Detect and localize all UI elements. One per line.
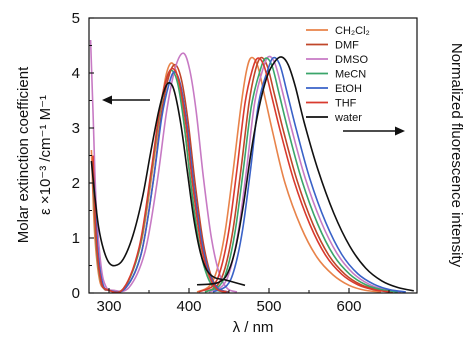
absorption-line-water xyxy=(90,81,246,287)
legend-label: DMF xyxy=(335,40,359,52)
y-axis-title-line1: Molar extinction coefficient xyxy=(15,66,32,243)
legend-label: EtOH xyxy=(335,83,362,95)
legend: CH₂Cl₂ DMF DMSO MeCN EtOH THF water xyxy=(306,25,370,124)
emission-line-mecn xyxy=(204,57,398,293)
y-tick-label: 1 xyxy=(72,230,80,247)
axes: 300 400 500 600 0 1 2 3 4 5 xyxy=(72,10,390,315)
emission-line-etoh xyxy=(212,56,406,293)
y-tick-label: 0 xyxy=(72,285,80,302)
arrow-right xyxy=(343,126,405,136)
y-axis-title-line2: ε ×10⁻³ /cm⁻¹ M⁻¹ xyxy=(37,95,54,215)
y-tick-label: 2 xyxy=(72,175,80,192)
y-tick-label: 3 xyxy=(72,120,80,137)
y-tick-label: 5 xyxy=(72,10,80,27)
emission-line-dmf xyxy=(204,56,394,293)
x-tick-label: 400 xyxy=(176,298,201,315)
absorption-line-thf xyxy=(92,67,227,293)
plot-curves xyxy=(89,39,414,293)
x-tick-label: 300 xyxy=(96,298,121,315)
emission-line-water xyxy=(196,56,414,292)
y2-axis-title: Normalized fluorescence intensity xyxy=(448,43,465,268)
y-tick-label: 4 xyxy=(72,65,80,82)
x-tick-label: 500 xyxy=(256,298,281,315)
legend-label: MeCN xyxy=(335,69,366,81)
legend-label: water xyxy=(334,112,362,124)
x-axis-title: λ / nm xyxy=(233,319,274,336)
legend-label: THF xyxy=(335,98,357,110)
arrow-left xyxy=(102,95,150,105)
absorption-line-dmso xyxy=(89,39,238,293)
legend-label: DMSO xyxy=(335,54,368,66)
x-tick-label: 600 xyxy=(336,298,361,315)
legend-label: CH₂Cl₂ xyxy=(335,25,370,37)
